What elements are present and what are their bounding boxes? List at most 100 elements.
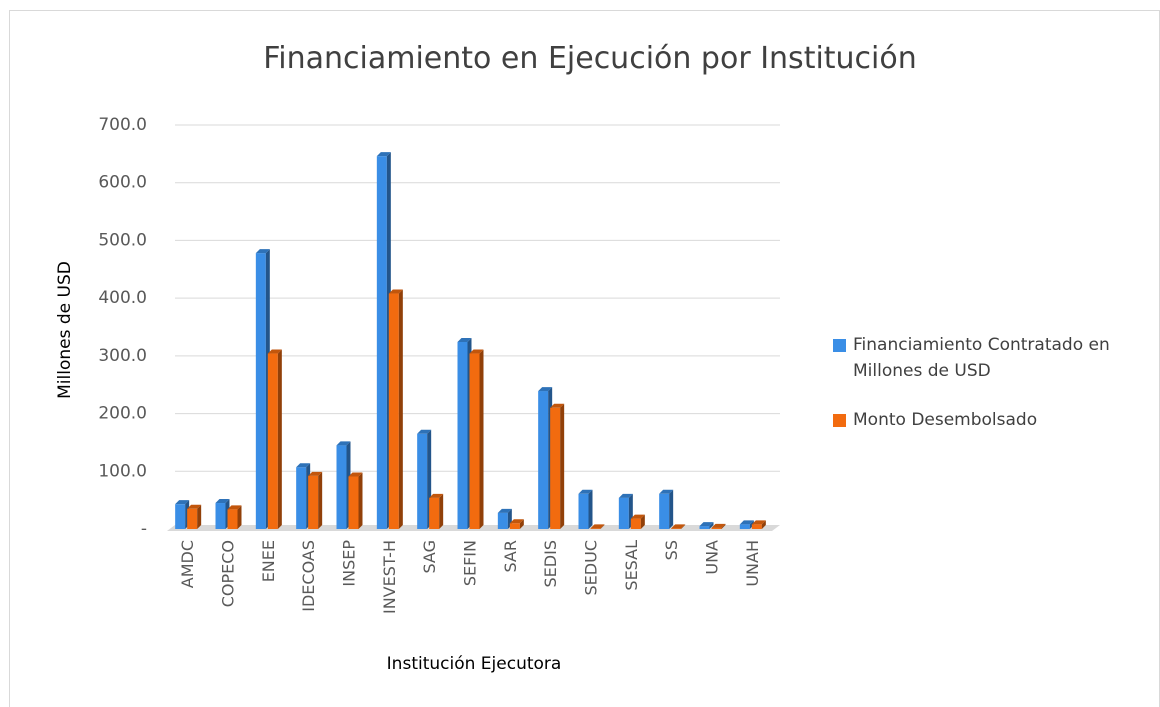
bar-top bbox=[429, 493, 444, 498]
bar bbox=[659, 489, 674, 529]
bar-side bbox=[681, 524, 686, 529]
x-tick-label: SS bbox=[662, 540, 681, 560]
x-tick-label: IDECOAS bbox=[299, 540, 318, 612]
y-tick-label: 100.0 bbox=[98, 461, 147, 481]
bar bbox=[417, 429, 432, 529]
x-tick-label: SAG bbox=[420, 540, 439, 574]
bar-side bbox=[237, 505, 242, 529]
bar bbox=[336, 441, 351, 529]
bar-side bbox=[519, 519, 524, 529]
bar-top bbox=[550, 403, 565, 408]
x-tick-label: SEFIN bbox=[461, 540, 480, 586]
bar-top bbox=[376, 152, 391, 157]
x-tick-label: SEDIS bbox=[541, 540, 560, 587]
bar-front bbox=[751, 524, 762, 529]
bar-top bbox=[215, 499, 230, 504]
bar-side bbox=[479, 349, 484, 529]
bar-front bbox=[187, 508, 198, 529]
bar-top bbox=[509, 519, 524, 524]
bar-side bbox=[761, 520, 766, 529]
x-tick-label: SAR bbox=[501, 540, 520, 573]
bar bbox=[509, 519, 524, 529]
bar-top bbox=[578, 489, 593, 494]
bar-top bbox=[739, 520, 754, 525]
bar-front bbox=[618, 497, 629, 529]
bar-side bbox=[398, 289, 403, 529]
bar bbox=[630, 514, 645, 529]
bar-top bbox=[308, 471, 323, 476]
bar-side bbox=[721, 523, 726, 529]
legend-item: Financiamiento Contratado en Millones de… bbox=[833, 332, 1153, 384]
bar-top bbox=[388, 289, 403, 294]
bar-front bbox=[348, 476, 359, 529]
bar bbox=[578, 489, 593, 529]
y-tick-label: 300.0 bbox=[98, 346, 147, 366]
legend-swatch bbox=[833, 339, 846, 352]
bar bbox=[550, 403, 565, 529]
bar-top bbox=[417, 429, 432, 434]
bar bbox=[376, 152, 391, 529]
bar bbox=[538, 387, 553, 529]
bar-front bbox=[469, 353, 480, 529]
bar-front bbox=[739, 524, 750, 529]
x-tick-label: INSEP bbox=[340, 540, 359, 587]
bar-side bbox=[318, 471, 323, 529]
bar-front bbox=[429, 497, 440, 529]
bar-top bbox=[711, 523, 726, 528]
bar-top bbox=[348, 472, 363, 477]
bar-side bbox=[560, 403, 565, 529]
bar-front bbox=[590, 528, 601, 529]
bar-top bbox=[296, 463, 311, 468]
chart-frame bbox=[9, 10, 1160, 707]
y-tick-label: 400.0 bbox=[98, 288, 147, 308]
bar-front bbox=[457, 342, 468, 529]
legend-swatch bbox=[833, 414, 846, 427]
bar-front bbox=[659, 493, 670, 529]
x-tick-label: UNA bbox=[703, 540, 722, 575]
bar-front bbox=[227, 509, 238, 529]
bar bbox=[267, 349, 282, 529]
legend-item: Monto Desembolsado bbox=[833, 407, 1153, 433]
bar bbox=[175, 500, 190, 529]
bar-top bbox=[457, 338, 472, 343]
bar-side bbox=[669, 489, 674, 529]
bar-front bbox=[175, 504, 186, 529]
x-tick-label: COPECO bbox=[219, 540, 238, 607]
bar-top bbox=[751, 520, 766, 525]
bar-side bbox=[197, 504, 202, 529]
bar bbox=[429, 493, 444, 529]
bar-front bbox=[255, 253, 266, 529]
bar bbox=[469, 349, 484, 529]
bar-front bbox=[296, 467, 307, 529]
bar-top bbox=[618, 493, 633, 498]
legend-label: Monto Desembolsado bbox=[853, 410, 1038, 430]
x-tick-label: SESAL bbox=[622, 540, 641, 591]
x-tick-label: AMDC bbox=[178, 540, 197, 588]
bar-front bbox=[497, 512, 508, 529]
bar-top bbox=[227, 505, 242, 510]
bar-front bbox=[388, 293, 399, 529]
bar bbox=[308, 471, 323, 529]
y-tick-label: - bbox=[141, 519, 147, 539]
bar-top bbox=[187, 504, 202, 509]
bar bbox=[711, 523, 726, 529]
bar bbox=[671, 524, 686, 529]
bar bbox=[751, 520, 766, 529]
bar-top bbox=[175, 500, 190, 505]
bar-side bbox=[588, 489, 593, 529]
bar bbox=[590, 524, 605, 529]
bar-front bbox=[509, 523, 520, 529]
bar bbox=[296, 463, 311, 529]
bar bbox=[187, 504, 202, 529]
bar-side bbox=[277, 349, 282, 529]
bar-front bbox=[550, 407, 561, 529]
bar-top bbox=[255, 249, 270, 254]
bar-top bbox=[630, 514, 645, 519]
bar bbox=[388, 289, 403, 529]
bar-top bbox=[267, 349, 282, 354]
y-axis-title: Millones de USD bbox=[55, 261, 75, 399]
y-tick-label: 700.0 bbox=[98, 115, 147, 135]
bar-front bbox=[267, 353, 278, 529]
bar-front bbox=[630, 518, 641, 529]
